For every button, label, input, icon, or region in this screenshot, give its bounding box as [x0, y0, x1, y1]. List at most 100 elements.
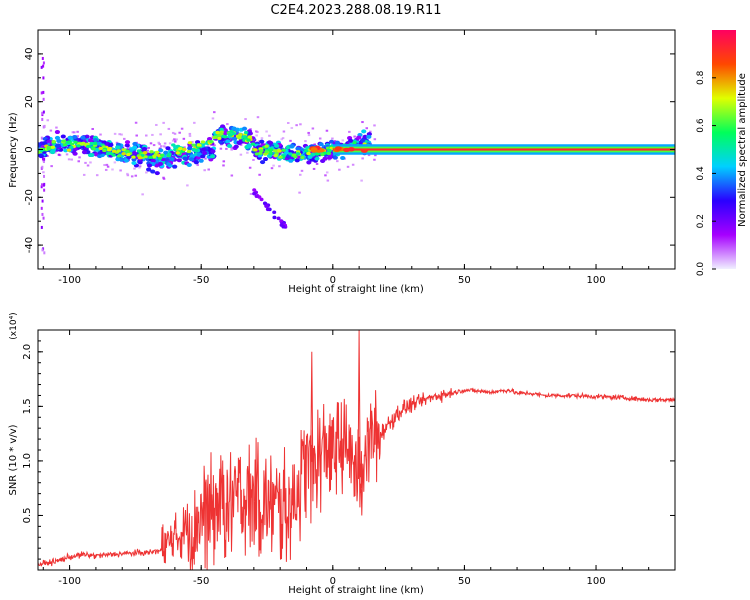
spectrogram-speckle — [41, 165, 44, 169]
spectrogram-core — [111, 153, 116, 157]
spectrogram-speckle — [42, 110, 45, 114]
spectrogram-speckle — [244, 118, 247, 121]
spectrogram-blob — [67, 135, 73, 140]
spectrogram-blob — [166, 162, 172, 167]
snr-xtick-label: 100 — [586, 576, 605, 587]
spectrogram-ytick-label: -40 — [24, 237, 35, 253]
spectrogram-core — [102, 148, 107, 153]
spectrogram-core — [186, 149, 192, 154]
spectrogram-core — [61, 139, 67, 143]
spectrogram-speckle — [113, 161, 117, 164]
spectrogram-speckle — [341, 139, 345, 142]
spectrogram-speckle — [268, 134, 271, 137]
spectrogram-speckle — [256, 116, 260, 119]
spectrogram-core — [149, 150, 154, 154]
spectrogram-core — [243, 130, 249, 135]
spectrogram-speckle — [360, 179, 363, 182]
spectrogram-speckle — [222, 164, 225, 167]
spectrogram-speckle — [126, 174, 130, 177]
spectrogram-core — [76, 144, 81, 148]
spectrogram-core — [178, 147, 183, 151]
spectrogram-core — [139, 153, 145, 157]
spectrogram-ytick-label: 0 — [24, 146, 35, 152]
spectrogram-speckle — [180, 127, 184, 130]
spectrogram-streak — [281, 224, 286, 229]
spectrogram-core — [89, 141, 95, 146]
spectrogram-blob — [241, 126, 248, 131]
spectrogram-blob — [310, 152, 316, 157]
snr-ytick-label: 0.5 — [22, 508, 33, 524]
spectrogram-speckle — [84, 161, 87, 164]
spectrogram-speckle — [133, 167, 136, 170]
spectrogram-core — [247, 135, 253, 139]
spectrogram-blobs — [38, 56, 675, 255]
spectrogram-panel: -100 -50 0 50 100 -40 -20 0 20 40 Height of strai… — [8, 29, 676, 295]
spectrogram-speckle — [41, 212, 44, 216]
spectrogram-core — [142, 150, 148, 155]
spectrogram-speckle — [65, 153, 69, 156]
spectrogram-blob — [188, 157, 195, 162]
spectrogram-speckle — [78, 156, 81, 159]
spectrogram-speckle — [249, 192, 253, 195]
spectrogram-speckle — [73, 131, 76, 134]
spectrogram-speckle — [304, 140, 307, 143]
spectrogram-blob — [124, 140, 131, 145]
spectrogram-core — [131, 155, 136, 159]
spectrogram-speckle — [46, 119, 50, 122]
spectrogram-speckle — [146, 149, 149, 152]
spectrogram-core — [268, 148, 274, 152]
spectrogram-streak — [266, 207, 271, 211]
spectrogram-ytick-label: -20 — [24, 189, 35, 205]
spectrogram-speckle — [152, 144, 156, 147]
spectrogram-speckle — [258, 173, 261, 176]
spectrogram-blob — [60, 134, 66, 139]
spectrogram-speckle — [134, 121, 138, 124]
spectrogram-core — [136, 149, 142, 153]
spectrogram-blob — [209, 154, 216, 159]
spectrogram-speckle — [42, 160, 45, 164]
spectrogram-speckle — [333, 139, 337, 142]
spectrogram-speckle — [312, 167, 316, 170]
spectrogram-blob — [220, 124, 226, 129]
snr-ticks: -100 -50 0 50 100 0.5 1.0 1.5 2.0 — [22, 330, 676, 587]
spectrogram-core — [107, 148, 112, 152]
spectrogram-ylabel: Frequency (Hz) — [8, 112, 19, 188]
spectrogram-blob — [150, 169, 156, 174]
spectrogram-blob — [176, 158, 182, 163]
spectrogram-blob — [54, 135, 61, 140]
spectrogram-core — [85, 144, 91, 149]
spectrogram-blob — [259, 160, 266, 165]
spectrogram-blob — [169, 157, 175, 162]
spectrogram-speckle — [155, 123, 158, 126]
spectrogram-blob — [259, 139, 265, 144]
spectrogram-speckle — [361, 121, 364, 124]
spectrogram-speckle — [113, 132, 117, 135]
snr-line — [38, 330, 675, 570]
spectrogram-speckle — [151, 133, 154, 136]
spectrogram-core — [116, 149, 121, 153]
spectrogram-speckle — [111, 168, 114, 171]
spectrogram-core — [66, 140, 71, 144]
spectrogram-speckle — [41, 183, 44, 187]
spectrogram-blob — [108, 142, 114, 147]
spectrogram-core — [231, 131, 237, 136]
spectrogram-blob — [172, 164, 178, 169]
spectrogram-speckle — [41, 111, 44, 115]
spectrogram-blob — [38, 153, 44, 158]
spectrogram-core — [175, 144, 181, 149]
spectrogram-ticks: -100 -50 0 50 100 -40 -20 0 20 40 — [24, 29, 676, 286]
spectrogram-speckle — [324, 174, 327, 177]
spectrogram-blob — [146, 167, 152, 172]
spectrogram-speckle — [40, 225, 43, 229]
spectrogram-core — [92, 141, 98, 145]
spectrogram-core — [137, 156, 143, 160]
spectrogram-core — [200, 140, 206, 144]
spectrogram-blob — [131, 160, 137, 165]
spectrogram-speckle — [41, 157, 44, 161]
spectrogram-speckle — [162, 145, 166, 148]
spectrogram-speckle — [299, 173, 302, 176]
spectrogram-core — [259, 149, 264, 153]
spectrogram-speckle — [149, 142, 153, 145]
spectrogram-speckle — [42, 76, 45, 80]
spectrogram-blob — [294, 158, 300, 163]
